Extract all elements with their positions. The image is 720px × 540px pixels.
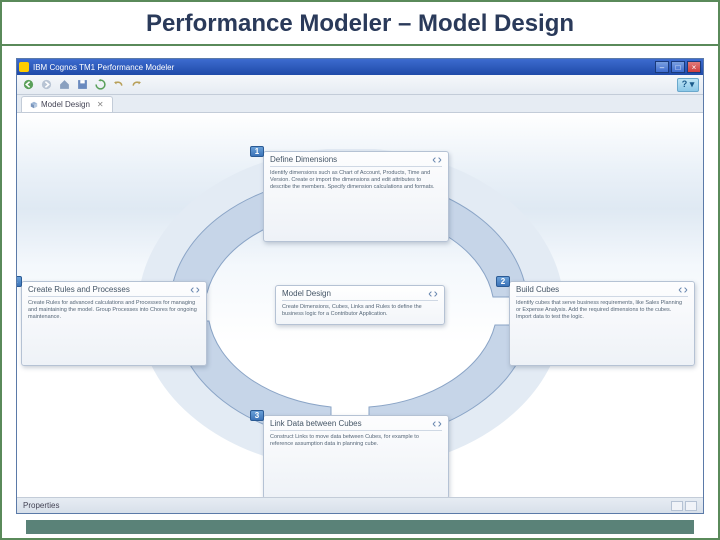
- help-button[interactable]: ? ▾: [677, 78, 699, 92]
- expand-icon[interactable]: [190, 286, 200, 294]
- slide-footer-bar: [26, 520, 694, 534]
- content-area: Model Design Create Dimensions, Cubes, L…: [17, 113, 703, 497]
- step-card-2[interactable]: 2Build CubesIdentify cubes that serve bu…: [509, 281, 695, 366]
- tab-label: Model Design: [41, 100, 90, 109]
- home-icon[interactable]: [57, 78, 71, 92]
- expand-icon[interactable]: [432, 420, 442, 428]
- step-card-body: Identify cubes that serve business requi…: [516, 300, 688, 321]
- save-icon[interactable]: [75, 78, 89, 92]
- step-card-body: Construct Links to move data between Cub…: [270, 434, 442, 448]
- step-card-body: Create Rules for advanced calculations a…: [28, 300, 200, 321]
- minimize-button[interactable]: –: [655, 61, 669, 73]
- step-number-badge: 2: [496, 276, 510, 287]
- app-window: IBM Cognos TM1 Performance Modeler – □ ×: [16, 58, 704, 514]
- close-button[interactable]: ×: [687, 61, 701, 73]
- titlebar: IBM Cognos TM1 Performance Modeler – □ ×: [17, 59, 703, 75]
- step-number-badge: 4: [17, 276, 22, 287]
- toolbar: ? ▾: [17, 75, 703, 95]
- expand-icon[interactable]: [432, 156, 442, 164]
- step-card-3[interactable]: 3Link Data between CubesConstruct Links …: [263, 415, 449, 497]
- tab-bar: Model Design ✕: [17, 95, 703, 113]
- center-card-model-design[interactable]: Model Design Create Dimensions, Cubes, L…: [275, 285, 445, 325]
- step-card-body: Identify dimensions such as Chart of Acc…: [270, 170, 442, 191]
- properties-collapse-button[interactable]: [671, 501, 683, 511]
- undo-icon[interactable]: [111, 78, 125, 92]
- center-card-title: Model Design: [282, 289, 424, 298]
- step-card-4[interactable]: 4Create Rules and ProcessesCreate Rules …: [21, 281, 207, 366]
- app-icon: [19, 62, 29, 72]
- properties-label: Properties: [23, 501, 59, 510]
- step-card-title: Create Rules and Processes: [28, 285, 186, 294]
- maximize-button[interactable]: □: [671, 61, 685, 73]
- back-button[interactable]: [21, 78, 35, 92]
- center-card-body: Create Dimensions, Cubes, Links and Rule…: [282, 304, 438, 318]
- tab-close-icon[interactable]: ✕: [97, 100, 104, 109]
- slide-title: Performance Modeler – Model Design: [2, 2, 718, 46]
- properties-panel[interactable]: Properties: [17, 497, 703, 513]
- step-number-badge: 3: [250, 410, 264, 421]
- expand-icon[interactable]: [428, 290, 438, 298]
- expand-icon[interactable]: [678, 286, 688, 294]
- window-title: IBM Cognos TM1 Performance Modeler: [33, 63, 653, 72]
- redo-icon[interactable]: [129, 78, 143, 92]
- tab-model-design[interactable]: Model Design ✕: [21, 96, 113, 112]
- step-number-badge: 1: [250, 146, 264, 157]
- step-card-1[interactable]: 1Define DimensionsIdentify dimensions su…: [263, 151, 449, 242]
- cube-icon: [30, 101, 38, 109]
- refresh-icon[interactable]: [93, 78, 107, 92]
- properties-maximize-button[interactable]: [685, 501, 697, 511]
- step-card-title: Build Cubes: [516, 285, 674, 294]
- step-card-title: Define Dimensions: [270, 155, 428, 164]
- slide-frame: Performance Modeler – Model Design IBM C…: [0, 0, 720, 540]
- forward-button[interactable]: [39, 78, 53, 92]
- step-card-title: Link Data between Cubes: [270, 419, 428, 428]
